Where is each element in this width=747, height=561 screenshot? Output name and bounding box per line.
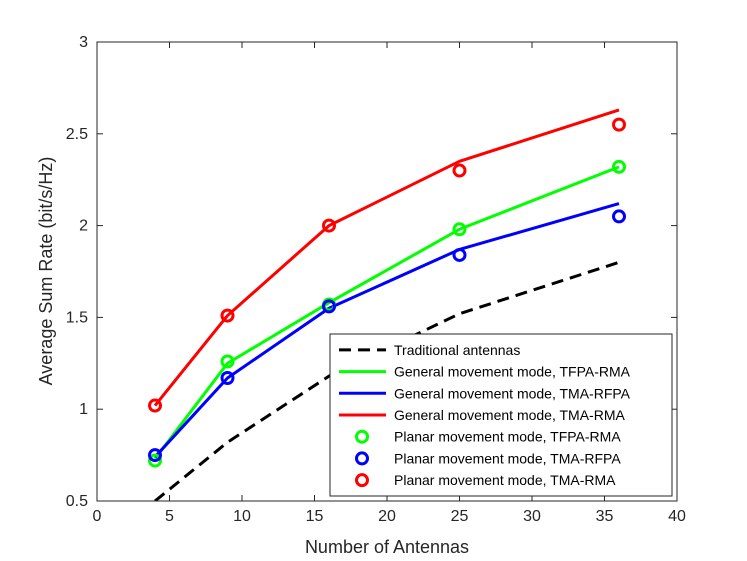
x-tick-label: 10 bbox=[233, 508, 251, 525]
legend-box bbox=[329, 333, 673, 497]
x-tick-label: 30 bbox=[523, 508, 541, 525]
marker-planar-movement-mode-tma-rma bbox=[612, 117, 626, 132]
y-tick-label: 1 bbox=[79, 401, 88, 418]
x-tick-label: 0 bbox=[93, 508, 102, 525]
marker-planar-movement-mode-tma-rfpa bbox=[452, 247, 467, 262]
x-tick-label: 40 bbox=[668, 508, 686, 525]
marker-planar-movement-mode-tma-rfpa bbox=[322, 299, 336, 314]
marker-planar-movement-mode-tfpa-rma bbox=[452, 222, 467, 237]
series-line-general-movement-mode-tma-rfpa bbox=[153, 202, 620, 458]
axes-layer: 0 5 10 15 20 25 30 35 40 0.5 1 1.5 2 2.5 3 bbox=[66, 34, 686, 525]
x-tick-label: 20 bbox=[378, 508, 396, 525]
x-axis-label: Number of Antennas bbox=[305, 537, 469, 557]
series-line-general-movement-mode-tma-rma bbox=[153, 108, 620, 407]
legend-entry-label: Planar movement mode, TMA-RFPA bbox=[394, 450, 621, 466]
x-tick-label: 35 bbox=[596, 508, 614, 525]
legend-entry-label: Traditional antennas bbox=[394, 342, 520, 358]
y-axis-label: Average Sum Rate (bit/s/Hz) bbox=[36, 157, 56, 386]
legend-entry-label: General movement mode, TMA-RMA bbox=[394, 407, 625, 423]
legend-entry-label: Planar movement mode, TMA-RMA bbox=[394, 472, 616, 488]
y-tick-label: 1.5 bbox=[66, 309, 88, 326]
legend-entry-label: General movement mode, TFPA-RMA bbox=[394, 364, 631, 380]
legend-entry-label: Planar movement mode, TFPA-RMA bbox=[394, 429, 621, 445]
marker-planar-movement-mode-tfpa-rma bbox=[612, 159, 626, 174]
y-tick-label: 2.5 bbox=[66, 126, 88, 143]
legend-entry-label: General movement mode, TMA-RFPA bbox=[394, 385, 631, 401]
y-tick-label: 0.5 bbox=[66, 493, 88, 510]
marker-planar-movement-mode-tma-rma bbox=[322, 218, 336, 233]
legend-marker-swatch bbox=[355, 473, 369, 488]
x-tick-label: 15 bbox=[306, 508, 324, 525]
legend-marker-swatch bbox=[355, 429, 369, 444]
series-layer bbox=[148, 108, 626, 501]
marker-planar-movement-mode-tma-rma bbox=[220, 308, 235, 323]
legend: Traditional antennas General movement mod… bbox=[329, 333, 673, 497]
y-tick-label: 3 bbox=[79, 34, 88, 51]
legend-marker-swatch bbox=[355, 451, 369, 466]
marker-planar-movement-mode-tma-rma bbox=[452, 163, 467, 178]
series-line-traditional-antennas bbox=[154, 260, 620, 501]
marker-planar-movement-mode-tma-rfpa bbox=[612, 209, 626, 224]
series-line-general-movement-mode-tfpa-rma bbox=[153, 165, 620, 460]
marker-planar-movement-mode-tfpa-rma bbox=[220, 354, 235, 369]
marker-planar-movement-mode-tma-rma bbox=[148, 398, 162, 413]
marker-planar-movement-mode-tfpa-rma bbox=[148, 453, 162, 468]
marker-planar-movement-mode-tma-rfpa bbox=[148, 448, 162, 463]
x-tick-label: 25 bbox=[451, 508, 469, 525]
marker-planar-movement-mode-tma-rfpa bbox=[220, 370, 235, 385]
x-tick-label: 5 bbox=[165, 508, 174, 525]
y-tick-label: 2 bbox=[79, 218, 88, 235]
